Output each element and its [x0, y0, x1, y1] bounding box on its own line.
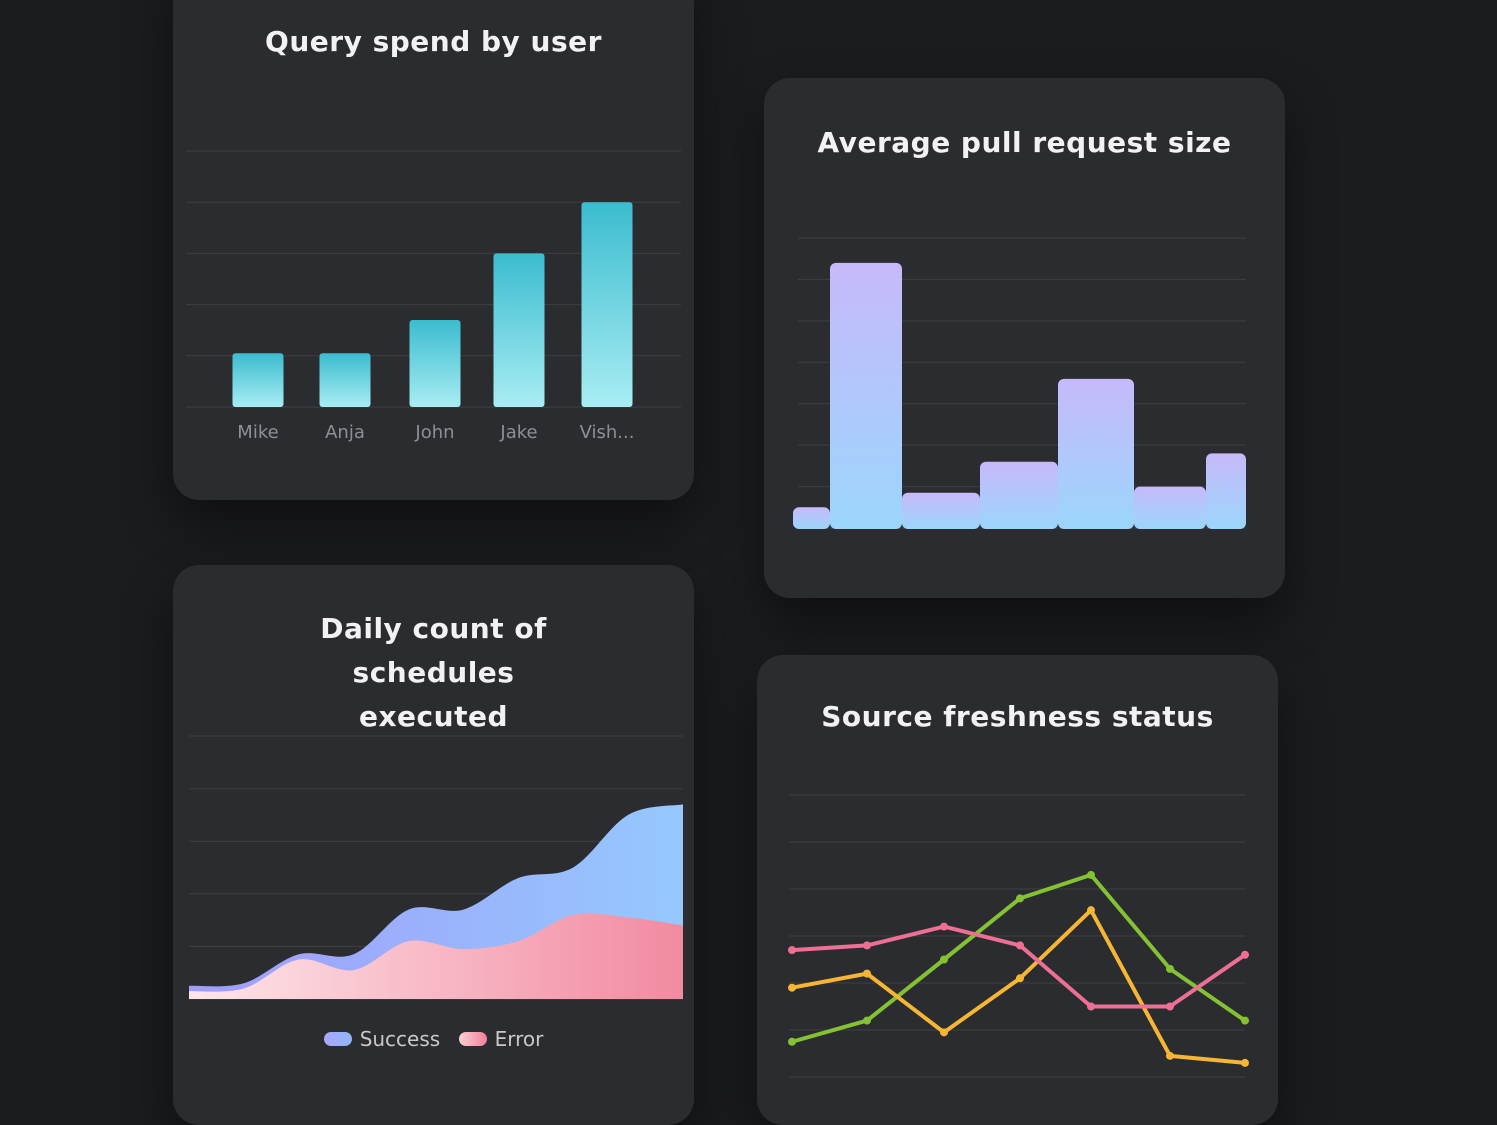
legend-error-label: Error — [494, 1027, 544, 1051]
freshness-point — [1016, 941, 1024, 950]
pr-bar — [830, 262, 902, 529]
freshness-point — [1166, 1051, 1174, 1060]
freshness-point — [863, 941, 871, 950]
area-error — [189, 913, 683, 999]
query-spend-chart: Mike Anja John Jake Vish... — [186, 150, 681, 443]
freshness-point — [788, 1037, 796, 1046]
x-label: John — [414, 422, 454, 443]
schedules-card: Daily count of schedules executed Succes… — [173, 565, 694, 1125]
pr-bar — [793, 507, 830, 529]
freshness-point — [1166, 964, 1174, 973]
freshness-point — [863, 1016, 871, 1025]
pr-size-card: Average pull request size — [764, 78, 1285, 598]
freshness-point — [1087, 1002, 1095, 1011]
freshness-point — [863, 969, 871, 978]
legend-error[interactable]: Error — [458, 1027, 544, 1051]
freshness-point — [1241, 1058, 1249, 1067]
freshness-point — [788, 983, 796, 992]
x-label: Vish... — [580, 422, 635, 443]
error-swatch — [458, 1031, 487, 1046]
x-label: Mike — [237, 422, 278, 443]
pr-size-chart — [793, 237, 1246, 529]
freshness-line-3 — [790, 924, 1247, 1009]
pr-size-title: Average pull request size — [817, 126, 1232, 159]
freshness-point — [940, 922, 948, 931]
freshness-point — [788, 946, 796, 955]
success-swatch — [323, 1031, 352, 1046]
freshness-chart — [788, 794, 1249, 1078]
query-spend-title: Query spend by user — [265, 25, 602, 58]
legend-success-label: Success — [359, 1027, 441, 1051]
pr-bars — [793, 262, 1246, 529]
pr-bar — [1058, 378, 1134, 529]
freshness-point — [1241, 1016, 1249, 1025]
x-label: Anja — [325, 422, 365, 443]
freshness-point — [940, 1028, 948, 1037]
schedules-legend: Success Error — [173, 1027, 694, 1051]
bar-vish — [581, 202, 633, 407]
pr-bar — [1134, 486, 1206, 529]
freshness-card: Source freshness status — [757, 655, 1278, 1125]
bar-anja — [319, 353, 371, 407]
freshness-point — [940, 955, 948, 964]
x-label: Jake — [499, 422, 537, 443]
freshness-title: Source freshness status — [821, 700, 1214, 733]
bar-jake — [493, 253, 545, 407]
freshness-line-2 — [790, 908, 1247, 1065]
freshness-point — [1087, 870, 1095, 879]
schedules-title: Daily count of schedules executed — [320, 612, 547, 733]
freshness-point — [1016, 974, 1024, 983]
pr-bar — [980, 461, 1058, 529]
pr-bar — [1206, 453, 1246, 529]
freshness-point — [1241, 950, 1249, 959]
freshness-point — [1016, 894, 1024, 903]
schedules-chart — [189, 735, 683, 1000]
bar-mike — [232, 353, 284, 407]
legend-success[interactable]: Success — [323, 1027, 441, 1051]
freshness-point — [1087, 906, 1095, 915]
freshness-point — [1166, 1002, 1174, 1011]
bar-john — [409, 319, 461, 407]
fresh-grid — [789, 794, 1245, 1078]
query-spend-card: Query spend by user Mike Anja John Jake Vish… — [173, 0, 694, 500]
pr-bar — [902, 492, 980, 529]
